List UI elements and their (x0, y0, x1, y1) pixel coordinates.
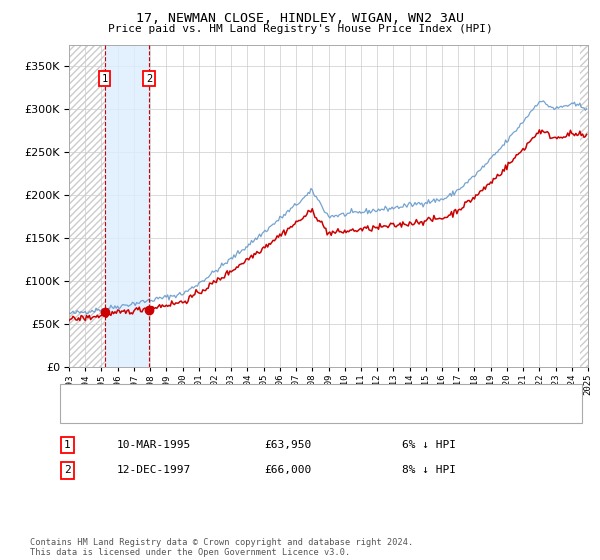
Text: HPI: Average price, detached house, Wigan: HPI: Average price, detached house, Wiga… (105, 407, 361, 417)
Text: Contains HM Land Registry data © Crown copyright and database right 2024.
This d: Contains HM Land Registry data © Crown c… (30, 538, 413, 557)
Text: £63,950: £63,950 (264, 440, 311, 450)
Text: 17, NEWMAN CLOSE, HINDLEY, WIGAN, WN2 3AU (detached house): 17, NEWMAN CLOSE, HINDLEY, WIGAN, WN2 3A… (105, 388, 467, 398)
Text: 10-MAR-1995: 10-MAR-1995 (117, 440, 191, 450)
Bar (69, 45, 104, 367)
Bar (580, 45, 588, 367)
Text: 12-DEC-1997: 12-DEC-1997 (117, 465, 191, 475)
Text: 6% ↓ HPI: 6% ↓ HPI (402, 440, 456, 450)
Text: 8% ↓ HPI: 8% ↓ HPI (402, 465, 456, 475)
Text: £66,000: £66,000 (264, 465, 311, 475)
Text: 17, NEWMAN CLOSE, HINDLEY, WIGAN, WN2 3AU: 17, NEWMAN CLOSE, HINDLEY, WIGAN, WN2 3A… (136, 12, 464, 25)
Text: 1: 1 (64, 440, 71, 450)
Text: 2: 2 (146, 73, 152, 83)
Bar (104, 45, 149, 367)
Text: 1: 1 (101, 73, 107, 83)
Text: 2: 2 (64, 465, 71, 475)
Text: Price paid vs. HM Land Registry's House Price Index (HPI): Price paid vs. HM Land Registry's House … (107, 24, 493, 34)
